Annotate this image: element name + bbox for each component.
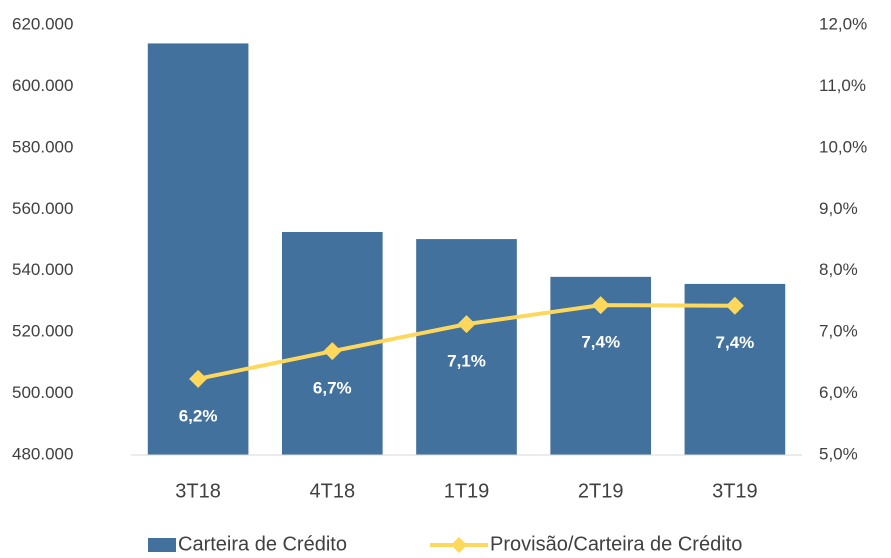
data-label: 6,2% (179, 406, 218, 425)
data-label: 6,7% (313, 379, 352, 398)
y2-tick-label: 6,0% (819, 383, 858, 402)
bar (416, 239, 517, 455)
marker (323, 342, 342, 361)
y-tick-label: 500.000 (12, 383, 73, 402)
marker (725, 296, 744, 315)
marker (591, 296, 610, 315)
y2-tick-label: 12,0% (819, 14, 867, 33)
x-tick-label: 3T19 (712, 480, 758, 502)
y2-tick-label: 11,0% (819, 76, 866, 95)
y2-tick-label: 10,0% (819, 137, 867, 156)
y-tick-label: 540.000 (12, 260, 73, 279)
x-tick-label: 1T19 (444, 480, 490, 502)
x-tick-label: 3T18 (175, 480, 221, 502)
y2-tick-label: 5,0% (819, 444, 858, 463)
data-label: 7,4% (581, 333, 620, 352)
data-label: 7,4% (716, 333, 755, 352)
y-tick-label: 480.000 (12, 444, 73, 463)
y2-tick-label: 8,0% (819, 260, 858, 279)
y-tick-label: 620.000 (12, 14, 73, 33)
bar (147, 43, 249, 456)
marker (457, 315, 476, 334)
legend-swatch (148, 538, 176, 552)
legend-label: Carteira de Crédito (178, 533, 347, 555)
legend-swatch (451, 537, 467, 553)
legend-label: Provisão/Carteira de Crédito (490, 533, 742, 555)
data-label: 7,1% (447, 352, 486, 371)
marker (189, 369, 208, 388)
y2-tick-label: 9,0% (819, 199, 858, 218)
y-tick-label: 600.000 (12, 76, 73, 95)
x-tick-label: 4T18 (310, 480, 356, 502)
y-tick-label: 560.000 (12, 199, 73, 218)
y2-tick-label: 7,0% (819, 322, 858, 341)
y-tick-label: 580.000 (12, 137, 73, 156)
y-tick-label: 520.000 (12, 322, 73, 341)
x-tick-label: 2T19 (578, 480, 624, 502)
